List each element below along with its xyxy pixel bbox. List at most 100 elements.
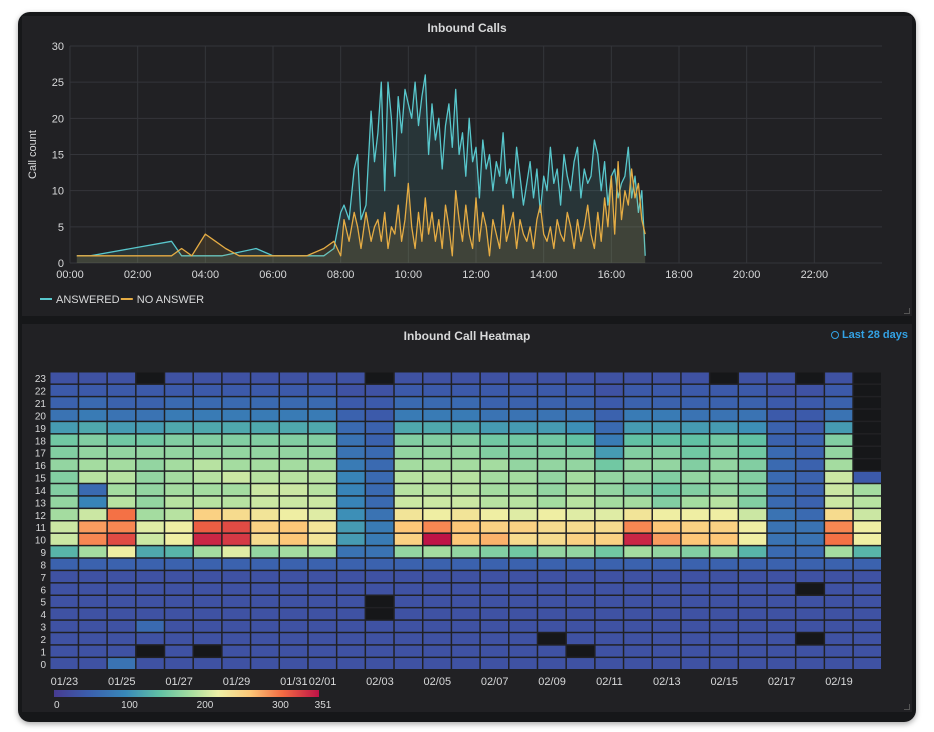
color-scale-label: 300: [272, 700, 289, 711]
heatmap-cell: [853, 422, 881, 434]
heatmap-cell: [251, 633, 279, 645]
heatmap-cell: [652, 409, 681, 421]
heatmap-cell: [222, 372, 250, 384]
heatmap-cell: [50, 583, 78, 595]
heatmap-cell: [251, 484, 279, 496]
heatmap-cell: [107, 496, 136, 508]
heatmap-cell: [825, 384, 853, 396]
heatmap-cell: [853, 521, 881, 533]
heatmap-cell: [566, 658, 595, 669]
heatmap-cell: [767, 447, 795, 458]
time-range-info[interactable]: Last 28 days: [830, 329, 908, 341]
heatmap-cell: [566, 608, 595, 620]
heatmap-cell: [624, 409, 652, 421]
heatmap-cell: [509, 447, 537, 458]
heatmap-cell: [825, 608, 853, 620]
heatmap-cell: [739, 558, 767, 570]
heatmap-cell: [509, 608, 537, 620]
heatmap-cell: [767, 620, 795, 632]
heatmap-cell: [366, 596, 394, 607]
resize-handle[interactable]: [904, 308, 910, 314]
heatmap-cell: [193, 471, 222, 483]
heatmap-cell: [79, 620, 107, 632]
heatmap-cell: [222, 608, 250, 620]
heatmap-cell: [452, 658, 480, 669]
heatmap-cell: [107, 533, 136, 545]
heatmap-cell: [796, 583, 824, 595]
x-tick-label: 02/07: [481, 676, 509, 688]
heatmap-cell: [280, 596, 308, 607]
heatmap-cell: [50, 546, 78, 558]
heatmap-cell: [193, 509, 222, 520]
heatmap-cell: [566, 372, 595, 384]
heatmap-cell: [652, 434, 681, 446]
heatmap-cell: [280, 409, 308, 421]
heatmap-cell: [222, 546, 250, 558]
heatmap-cell: [251, 372, 279, 384]
heatmap-cell: [165, 447, 193, 458]
heatmap-cell: [280, 397, 308, 409]
heatmap-cell: [193, 434, 222, 446]
heatmap-cell: [681, 372, 709, 384]
resize-handle[interactable]: [904, 704, 910, 710]
heatmap-cell: [337, 608, 365, 620]
heatmap-cell: [681, 509, 709, 520]
heatmap-cell: [280, 372, 308, 384]
heatmap-cell: [136, 484, 164, 496]
heatmap-cell: [308, 384, 336, 396]
y-tick-label: 21: [35, 399, 47, 410]
heatmap-cell: [509, 645, 537, 657]
heatmap-cell: [423, 397, 451, 409]
heatmap-cell: [739, 409, 767, 421]
heatmap-cell: [337, 409, 365, 421]
heatmap-cell: [79, 608, 107, 620]
heatmap-cell: [480, 583, 509, 595]
heatmap-cell: [136, 658, 164, 669]
heatmap-cell: [337, 571, 365, 583]
heatmap-cell: [366, 372, 394, 384]
y-tick-label: 7: [40, 573, 46, 584]
heatmap-cell: [681, 409, 709, 421]
series-line: [76, 161, 646, 257]
heatmap-cell: [624, 397, 652, 409]
panel-title[interactable]: Inbound Calls: [427, 21, 507, 35]
heatmap-cell: [652, 583, 681, 595]
heatmap-cell: [652, 596, 681, 607]
heatmap-cell: [50, 509, 78, 520]
heatmap-cell: [853, 558, 881, 570]
heatmap-cell: [624, 633, 652, 645]
heatmap-cell: [136, 384, 164, 396]
heatmap-cell: [280, 384, 308, 396]
heatmap-cell: [222, 459, 250, 471]
heatmap-cell: [710, 583, 738, 595]
heatmap-cell: [251, 583, 279, 595]
y-tick-label: 0: [40, 660, 46, 671]
heatmap-cell: [480, 521, 509, 533]
heatmap-cell: [308, 484, 336, 496]
heatmap-cell: [79, 484, 107, 496]
heatmap-cell: [165, 384, 193, 396]
color-scale-label: 200: [197, 700, 214, 711]
heatmap-cell: [509, 583, 537, 595]
time-range-label: Last 28 days: [841, 329, 908, 341]
heatmap-cell: [107, 571, 136, 583]
heatmap-cell: [136, 633, 164, 645]
heatmap-cell: [366, 608, 394, 620]
heatmap-cell: [681, 558, 709, 570]
heatmap-cell: [136, 620, 164, 632]
heatmap-cell: [337, 533, 365, 545]
heatmap-cell: [595, 546, 623, 558]
heatmap-cell: [165, 409, 193, 421]
heatmap-cell: [825, 645, 853, 657]
heatmap-cell: [681, 422, 709, 434]
heatmap-cell: [136, 434, 164, 446]
heatmap-cell: [107, 422, 136, 434]
heatmap-cell: [710, 546, 738, 558]
heatmap-cell: [222, 583, 250, 595]
heatmap-cell: [652, 558, 681, 570]
heatmap-cell: [308, 496, 336, 508]
heatmap-cell: [767, 471, 795, 483]
heatmap-cell: [480, 633, 509, 645]
panel-title[interactable]: Inbound Call Heatmap: [403, 329, 531, 343]
heatmap-cell: [280, 571, 308, 583]
